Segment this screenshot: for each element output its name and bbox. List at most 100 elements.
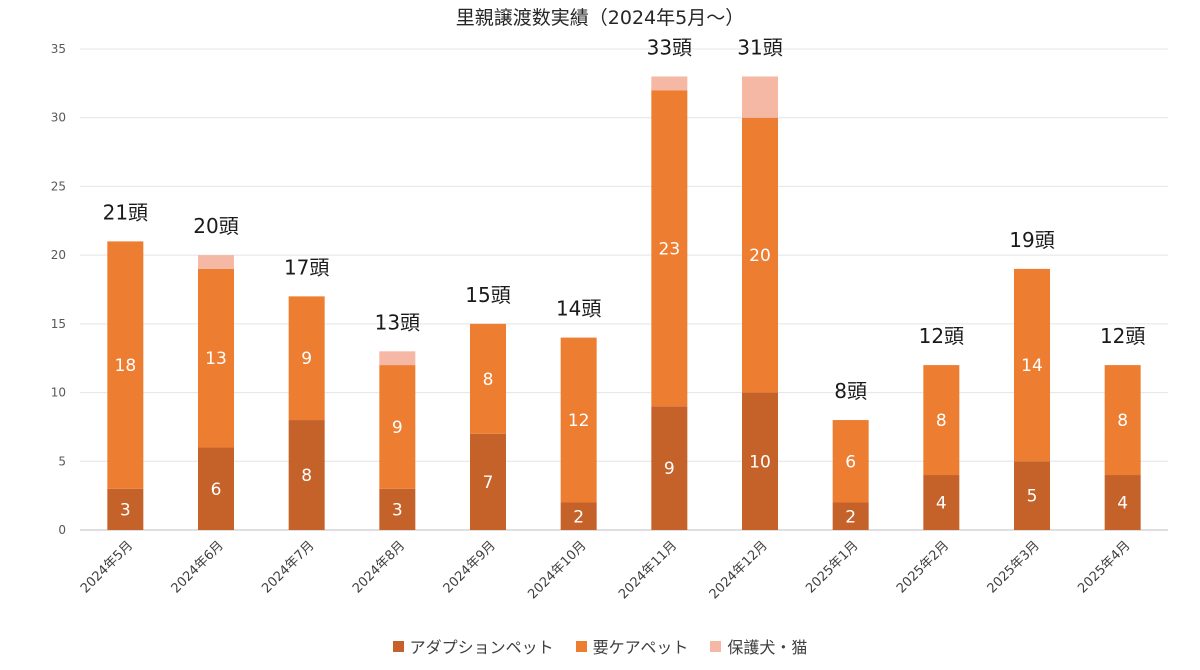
data-label: 14 [1021, 356, 1043, 376]
data-label: 2 [573, 507, 584, 527]
x-tick-label: 2025年1月 [803, 538, 861, 596]
y-tick-label: 35 [51, 42, 66, 56]
legend-label-rescue: 保護犬・猫 [727, 638, 808, 657]
y-tick-label: 30 [51, 111, 66, 125]
data-label: 6 [211, 480, 222, 500]
data-label: 7 [483, 473, 494, 493]
chart-bars: 3 18 21頭 6 13 20頭 8 9 17頭 3 9 13頭 7 8 15頭 2 12 14頭 9 23 33頭 1… [103, 35, 1145, 530]
total-label: 8頭 [834, 379, 867, 403]
y-tick-label: 20 [51, 248, 66, 262]
total-label: 33頭 [647, 35, 692, 59]
bar-segment [832, 420, 869, 503]
legend-label-care: 要ケアペット [592, 638, 689, 657]
y-tick-label: 10 [51, 386, 66, 400]
bar-segment [832, 502, 869, 530]
data-label: 18 [115, 356, 137, 376]
chart-title: 里親譲渡数実績（2024年5月～） [456, 7, 744, 29]
x-tick-label: 2024年8月 [350, 538, 408, 596]
bar-segment [1104, 365, 1141, 476]
total-label: 31頭 [737, 35, 782, 59]
bar-segment [742, 392, 778, 530]
bar-segment [107, 488, 144, 530]
total-label: 12頭 [1100, 324, 1145, 348]
data-label: 8 [1117, 411, 1128, 431]
bar-segment [379, 488, 416, 530]
legend-swatch-care [575, 640, 587, 652]
data-label: 8 [936, 411, 947, 431]
x-tick-label: 2025年2月 [894, 538, 952, 596]
y-tick-label: 5 [58, 454, 66, 468]
data-label: 9 [301, 349, 312, 369]
data-label: 2 [845, 507, 856, 527]
x-tick-label: 2024年11月 [616, 538, 680, 602]
data-label: 12 [568, 411, 590, 431]
bar-segment [379, 365, 416, 489]
bar-segment [742, 117, 778, 393]
x-tick-label: 2025年3月 [985, 538, 1043, 596]
y-axis: 0 5 10 15 20 25 30 35 [51, 42, 66, 537]
bar-segment [288, 420, 325, 530]
data-label: 9 [664, 459, 675, 479]
bar-segment [470, 433, 506, 530]
y-tick-label: 0 [58, 523, 66, 537]
x-tick-label: 2025年4月 [1075, 538, 1133, 596]
y-tick-label: 25 [51, 179, 66, 193]
legend-label-adoption: アダプションペット [409, 638, 554, 657]
data-label: 9 [392, 418, 403, 438]
x-tick-label: 2024年10月 [525, 538, 589, 602]
legend-item-care: 要ケアペット [575, 634, 689, 658]
total-label: 17頭 [284, 255, 329, 279]
data-label: 8 [301, 466, 312, 486]
data-label: 5 [1027, 487, 1038, 507]
total-label: 15頭 [465, 283, 510, 307]
x-tick-label: 2024年6月 [169, 538, 227, 596]
chart-gridlines [80, 48, 1168, 531]
chart-legend: アダプションペット 要ケアペット 保護犬・猫 [0, 634, 1200, 658]
bar-segment [923, 475, 960, 530]
bar-segment [742, 76, 778, 118]
bar-segment [560, 502, 597, 530]
data-label: 10 [749, 452, 771, 472]
bar-segment [651, 90, 688, 407]
legend-item-adoption: アダプションペット [392, 634, 554, 658]
data-label: 23 [659, 239, 681, 259]
data-label: 6 [845, 452, 856, 472]
data-label: 20 [749, 246, 771, 266]
total-label: 12頭 [919, 324, 964, 348]
total-label: 20頭 [193, 214, 238, 238]
data-label: 4 [1117, 494, 1128, 514]
bar-segment [379, 351, 416, 366]
bar-segment [470, 323, 506, 434]
bar-segment [560, 337, 597, 503]
x-axis: 2024年5月 2024年6月 2024年7月 2024年8月 2024年9月 2024年… [78, 538, 1134, 602]
total-label: 13頭 [375, 310, 420, 334]
bar-segment [198, 447, 234, 530]
x-tick-label: 2024年7月 [259, 538, 317, 596]
total-label: 19頭 [1009, 228, 1054, 252]
legend-item-rescue: 保護犬・猫 [710, 634, 807, 658]
bar-segment [1014, 461, 1050, 530]
x-tick-label: 2024年9月 [441, 538, 499, 596]
bar-segment [651, 406, 688, 530]
bar-segment [923, 365, 960, 476]
data-label: 3 [392, 500, 403, 520]
total-label: 14頭 [556, 297, 601, 321]
data-label: 4 [936, 494, 947, 514]
data-label: 3 [120, 500, 131, 520]
bar-segment [107, 241, 144, 489]
data-label: 8 [483, 370, 494, 390]
bar-segment [198, 268, 234, 448]
bar-segment [1014, 268, 1050, 462]
total-label: 21頭 [103, 200, 148, 224]
legend-swatch-adoption [392, 640, 404, 652]
bar-segment [198, 255, 234, 269]
bar-segment [288, 296, 325, 421]
x-tick-label: 2024年5月 [78, 538, 136, 596]
legend-swatch-rescue [710, 640, 722, 652]
x-tick-label: 2024年12月 [707, 538, 771, 602]
y-tick-label: 15 [51, 317, 66, 331]
bar-segment [1104, 475, 1141, 530]
bar-segment [651, 76, 688, 91]
data-label: 13 [205, 349, 227, 369]
